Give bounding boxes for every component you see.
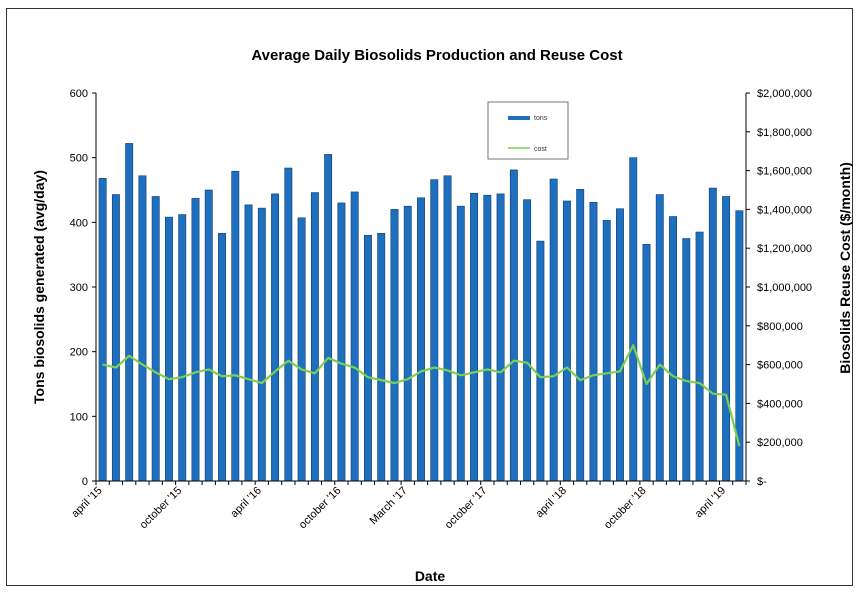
cost-line [102, 344, 741, 447]
tons-bar [655, 194, 664, 482]
tons-bar [523, 199, 532, 482]
tons-bar [138, 175, 147, 482]
x-tick-label: october '16 [297, 485, 344, 532]
legend-label-cost: cost [534, 146, 547, 153]
tons-bar [562, 200, 571, 482]
legend-box [487, 101, 569, 160]
tons-bar [337, 202, 346, 482]
x-tick-label: april '18 [534, 485, 569, 520]
tons-bar [377, 233, 386, 482]
left-tick-label: 300 [70, 282, 88, 294]
tons-bar [363, 234, 372, 482]
x-tick-label: october '18 [602, 485, 649, 532]
tons-bar [165, 216, 173, 482]
tons-bar [708, 187, 717, 482]
tons-bar [509, 169, 518, 482]
tons-bar [470, 192, 479, 482]
tons-bar [271, 193, 280, 482]
tons-bar [111, 194, 120, 482]
tons-bar [589, 201, 598, 482]
tons-bar [443, 175, 452, 482]
left-tick-label: 500 [70, 153, 88, 165]
right-tick-label: $1,800,000 [757, 127, 812, 139]
right-tick-label: $600,000 [757, 360, 803, 372]
x-tick-label: april '15 [69, 485, 104, 520]
left-tick-label: 200 [70, 347, 88, 359]
tons-bar [576, 189, 585, 482]
tons-bar [218, 233, 226, 482]
tons-bar [669, 216, 677, 482]
x-axis-title: Date [415, 568, 446, 584]
tons-bar [695, 231, 704, 482]
tons-bar [403, 205, 412, 482]
tons-bar [682, 238, 691, 482]
right-tick-label: $200,000 [757, 437, 803, 449]
tons-bar [244, 204, 253, 482]
tons-bar [324, 154, 333, 482]
legend-label-tons: tons [534, 115, 548, 122]
bars-group [98, 143, 744, 482]
legend: tons cost [487, 101, 569, 160]
x-tick-label: october '15 [138, 485, 185, 532]
tons-bar [297, 217, 306, 482]
x-tick-label: october '17 [443, 485, 490, 532]
tons-bar [204, 189, 213, 482]
tons-bar [231, 170, 240, 482]
y-axis-title: Tons biosolids generated (avg/day) [31, 170, 47, 404]
tons-bar [722, 196, 731, 482]
tons-bar [496, 193, 505, 482]
tons-bar [536, 240, 545, 482]
cost-line-group [102, 344, 741, 447]
left-tick-label: 600 [70, 88, 88, 100]
tons-bar [616, 208, 624, 482]
tons-bar [151, 196, 160, 482]
tons-bar [390, 209, 399, 482]
y2-axis-title: Biosolids Reuse Cost ($/month) [837, 162, 853, 374]
x-tick-labels: april '15 october '15 april '16 october '16… [69, 481, 747, 532]
right-tick-label: $1,200,000 [757, 243, 812, 255]
right-tick-label: $1,000,000 [757, 282, 812, 294]
tons-bar [310, 192, 319, 482]
tons-bar [549, 178, 558, 482]
tons-bar [125, 143, 134, 482]
tons-bar [257, 207, 266, 482]
right-tick-label: $2,000,000 [757, 88, 812, 100]
tons-bar [191, 198, 200, 482]
chart-title: Average Daily Biosolids Production and R… [251, 47, 622, 64]
right-tick-label: $800,000 [757, 321, 803, 333]
left-tick-label: 0 [82, 476, 88, 488]
x-tick-label: March '17 [367, 485, 409, 527]
right-tick-labels: $- $200,000 $400,000 $600,000 $800,000 $1,000… [746, 88, 812, 488]
tons-bar [178, 214, 187, 482]
right-tick-label: $1,600,000 [757, 166, 812, 178]
right-tick-label: $400,000 [757, 398, 803, 410]
tons-bar [602, 220, 611, 482]
x-tick-label: april '16 [228, 485, 263, 520]
tons-bar [417, 197, 425, 482]
right-tick-label: $- [757, 476, 767, 488]
tons-bar [350, 191, 359, 482]
tons-bar [629, 157, 638, 482]
left-tick-label: 100 [70, 411, 88, 423]
left-tick-labels: 0 100 200 300 400 500 600 [70, 88, 96, 488]
tons-bar [284, 167, 293, 482]
tons-bar [642, 244, 651, 482]
right-tick-label: $1,400,000 [757, 204, 812, 216]
tons-bar [430, 179, 439, 482]
tons-bar [98, 178, 107, 482]
x-tick-label: april '19 [693, 485, 728, 520]
legend-swatch-tons [508, 116, 530, 120]
tons-bar [456, 205, 465, 482]
left-tick-label: 400 [70, 217, 88, 229]
tons-bar [483, 194, 492, 482]
